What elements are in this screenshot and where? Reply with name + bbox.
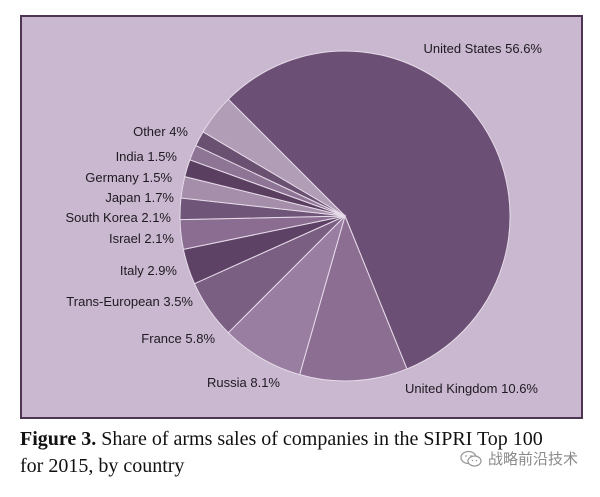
slice-label-trans-european: Trans-European 3.5%	[66, 294, 193, 309]
pie-slice-united-kingdom	[299, 214, 408, 382]
figure-number: Figure 3.	[20, 428, 97, 450]
slice-label-italy: Italy 2.9%	[120, 263, 178, 278]
pie-slice-other	[202, 98, 346, 217]
slice-label-germany: Germany 1.5%	[85, 170, 172, 185]
slice-label-japan: Japan 1.7%	[105, 190, 174, 205]
slice-label-russia: Russia 8.1%	[207, 375, 280, 390]
wechat-icon	[460, 450, 482, 467]
chart-panel: United States 56.6% United Kingdom 10.6% R…	[20, 15, 583, 419]
slice-label-other: Other 4%	[133, 124, 188, 139]
slice-label-israel: Israel 2.1%	[109, 231, 174, 246]
slice-label-united-states: United States 56.6%	[423, 41, 542, 56]
pie-slice-united-states	[227, 50, 511, 370]
watermark: 战略前沿技术	[460, 448, 578, 469]
slice-label-united-kingdom: United Kingdom 10.6%	[405, 381, 538, 396]
slice-label-france: France 5.8%	[141, 331, 215, 346]
pie-chart: United States 56.6% United Kingdom 10.6% R…	[65, 41, 542, 396]
slice-label-south-korea: South Korea 2.1%	[65, 210, 171, 225]
watermark-text: 战略前沿技术	[487, 450, 578, 468]
figure-caption-text: Share of arms sales of companies in the …	[20, 428, 543, 477]
slice-label-india: India 1.5%	[116, 149, 178, 164]
figure-caption: Figure 3. Share of arms sales of compani…	[20, 426, 560, 480]
